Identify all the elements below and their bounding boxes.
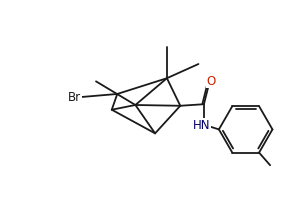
- Text: HN: HN: [193, 119, 210, 132]
- Text: O: O: [206, 75, 216, 88]
- Text: Br: Br: [68, 91, 81, 104]
